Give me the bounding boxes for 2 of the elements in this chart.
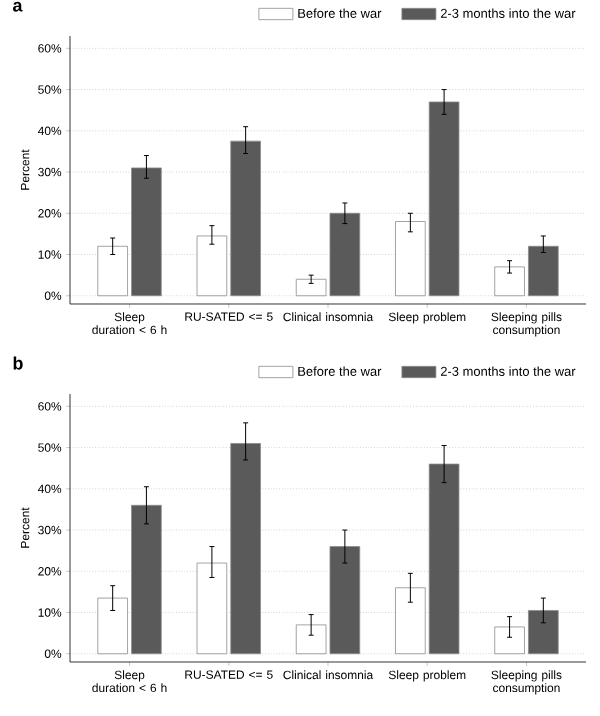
chart-title: b xyxy=(13,356,23,370)
chart-title: a xyxy=(13,1,23,12)
